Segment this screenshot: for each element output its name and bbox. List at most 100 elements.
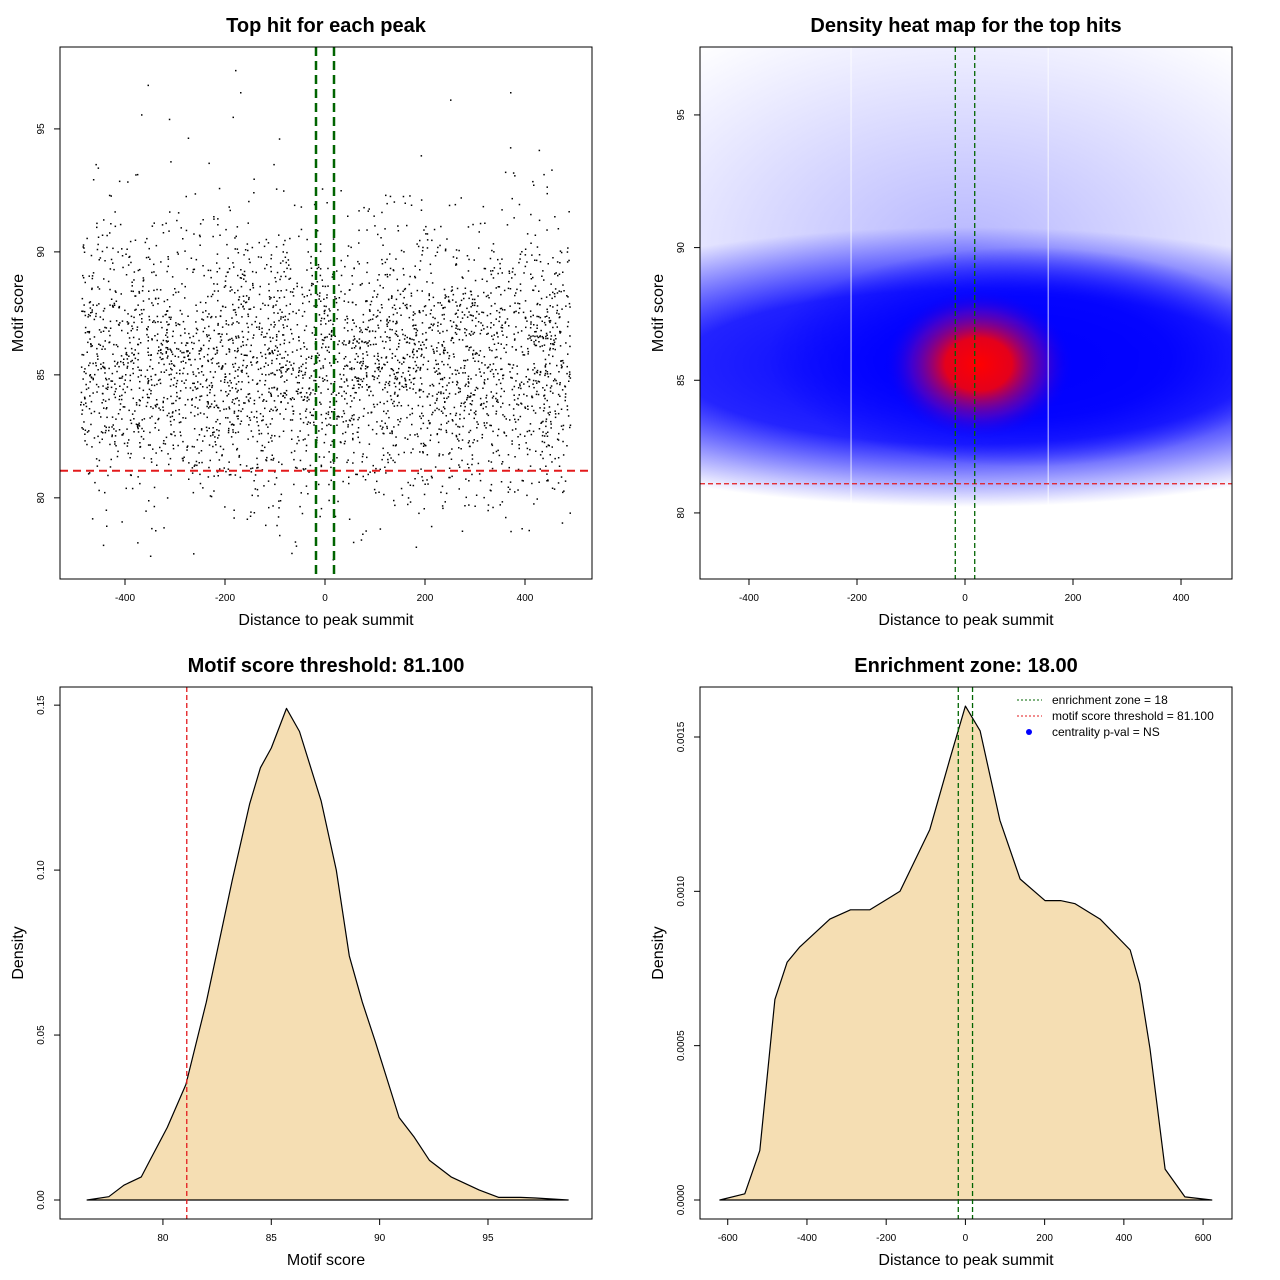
scatter-point [548, 320, 551, 322]
scatter-point [149, 359, 152, 361]
scatter-point [497, 258, 499, 261]
scatter-point [237, 335, 240, 337]
scatter-point [497, 449, 499, 452]
scatter-point [279, 308, 281, 311]
scatter-point [165, 369, 168, 371]
scatter-point [161, 353, 164, 355]
scatter-point [91, 287, 93, 290]
scatter-point [220, 339, 223, 341]
scatter-point [336, 424, 338, 426]
scatter-point [348, 340, 351, 342]
scatter-point [361, 364, 363, 367]
scatter-point [113, 393, 115, 396]
scatter-point [101, 250, 104, 253]
scatter-point [529, 310, 532, 312]
scatter-point [432, 348, 434, 351]
scatter-point [114, 211, 116, 213]
scatter-point [389, 348, 391, 351]
scatter-point [351, 400, 353, 402]
scatter-point [88, 331, 90, 333]
scatter-point [271, 362, 273, 365]
scatter-point [191, 445, 194, 448]
scatter-point [341, 342, 344, 344]
scatter-point [232, 363, 234, 366]
scatter-point [455, 327, 457, 329]
scatter-point [212, 235, 214, 238]
scatter-point [173, 431, 175, 433]
scatter-point [329, 461, 332, 463]
scatter-point [110, 298, 113, 300]
scatter-point [508, 280, 510, 283]
scatter-point [128, 355, 130, 357]
scatter-point [351, 301, 354, 304]
scatter-point [225, 275, 227, 278]
scatter-point [166, 328, 168, 331]
scatter-point [90, 412, 93, 415]
scatter-point [235, 387, 237, 390]
scatter-point [234, 474, 237, 476]
scatter-point [499, 504, 501, 506]
scatter-point [556, 326, 558, 328]
scatter-point [102, 310, 105, 312]
scatter-point [133, 316, 135, 319]
scatter-point [490, 461, 493, 463]
scatter-point [272, 459, 274, 461]
scatter-point [321, 339, 324, 341]
scatter-point [353, 451, 355, 454]
scatter-point [232, 399, 234, 401]
scatter-point [270, 395, 273, 397]
scatter-point [259, 308, 262, 310]
scatter-point [308, 377, 311, 379]
scatter-point [426, 247, 429, 249]
scatter-point [97, 286, 99, 288]
scatter-point [377, 309, 379, 312]
scatter-point [337, 309, 339, 311]
scatter-point [270, 372, 272, 375]
scatter-point [395, 330, 398, 332]
scatter-point [200, 347, 202, 349]
scatter-point [370, 411, 372, 414]
scatter-point [238, 296, 241, 298]
scatter-point [162, 442, 165, 445]
scatter-point [213, 283, 215, 285]
scatter-point [216, 418, 219, 421]
scatter-point [410, 451, 412, 454]
scatter-point [476, 421, 478, 423]
scatter-point [405, 384, 408, 386]
scatter-point [289, 419, 292, 421]
scatter-point [150, 354, 152, 356]
scatter-point [399, 420, 401, 423]
scatter-point [485, 295, 488, 298]
scatter-point [151, 339, 153, 341]
scatter-point [209, 459, 211, 462]
scatter-point [101, 402, 103, 404]
scatter-point [221, 333, 223, 336]
scatter-point [472, 394, 474, 396]
scatter-point [146, 328, 148, 330]
scatter-point [252, 287, 255, 289]
scatter-point [186, 350, 188, 352]
scatter-point [358, 210, 360, 212]
scatter-point [473, 298, 476, 301]
scatter-point [407, 481, 409, 484]
scatter-point [310, 414, 313, 416]
scatter-point [91, 518, 94, 520]
scatter-point [313, 379, 315, 382]
scatter-point [224, 306, 227, 308]
scatter-point [521, 251, 523, 253]
scatter-point [107, 386, 109, 388]
scatter-point [112, 262, 114, 264]
scatter-point [367, 341, 369, 344]
scatter-point [534, 344, 537, 347]
scatter-point [210, 316, 212, 319]
scatter-point [238, 336, 240, 339]
scatter-point [93, 336, 96, 338]
scatter-point [461, 317, 464, 319]
scatter-point [192, 348, 194, 350]
scatter-point [228, 206, 230, 208]
scatter-point [371, 330, 374, 332]
scatter-point [483, 372, 485, 374]
scatter-point [310, 357, 313, 360]
scatter-point [145, 510, 147, 512]
